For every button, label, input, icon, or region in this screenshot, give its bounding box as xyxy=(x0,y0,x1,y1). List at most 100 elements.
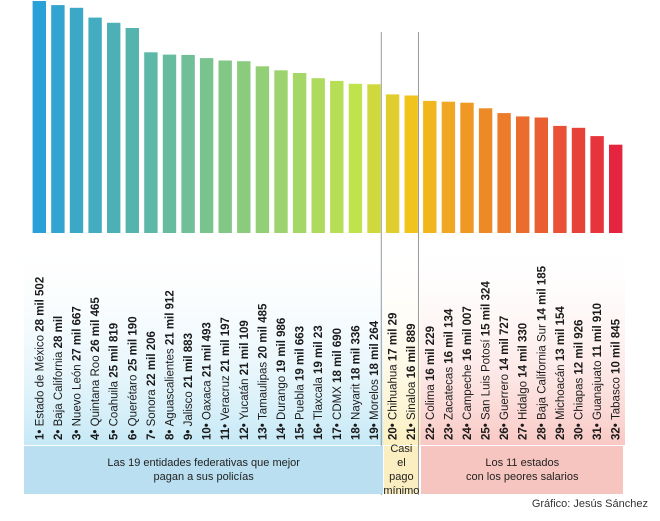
bar-rank: 9• xyxy=(183,426,195,440)
bar-state-name: Veracruz xyxy=(220,372,232,421)
bar-amount: 18 mil 690 xyxy=(332,328,344,383)
bar-1 xyxy=(32,1,46,233)
bar-label-15: 15• Puebla 19 mil 663 xyxy=(295,326,307,440)
bar-amount: 16 mil 889 xyxy=(406,323,418,378)
bar-label-22: 22• Colima 16 mil 229 xyxy=(425,326,437,440)
bar-3 xyxy=(69,7,84,233)
bar-state-name: Chiapas xyxy=(574,375,586,420)
bar-label-14: 14• Durango 19 mil 986 xyxy=(276,318,288,440)
bar-state-name: Chihuahua xyxy=(388,361,400,420)
bar-18 xyxy=(348,83,363,233)
bar-label-21: 21• Sinaloa 16 mil 889 xyxy=(406,323,418,440)
bar-state-name: Nayarit xyxy=(350,380,362,420)
bar-amount: 28 mil xyxy=(53,316,65,349)
bar-state-name: Estado de México xyxy=(34,332,46,427)
group-label-2: Casi el pago mínimo xyxy=(383,443,420,497)
group-fade-panel xyxy=(24,240,384,445)
bar-rank: 23• xyxy=(443,420,455,440)
bar-state-name: Guerrero xyxy=(499,371,511,420)
bar-state-name: Jalisco xyxy=(183,388,195,426)
bar-rank: 13• xyxy=(257,420,269,440)
bar-amount: 19 mil 23 xyxy=(313,325,325,374)
bar-rank: 8• xyxy=(164,426,176,440)
bar-amount: 14 mil 330 xyxy=(518,323,530,378)
bar-22 xyxy=(423,100,437,234)
bar-label-4: 4• Quintana Roo 26 mil 465 xyxy=(90,297,102,440)
bar-rank: 12• xyxy=(239,420,251,440)
bar-rank: 17• xyxy=(332,420,344,440)
bar-label-18: 18• Nayarit 18 mil 336 xyxy=(350,325,362,440)
bar-6 xyxy=(125,28,139,233)
bar-label-29: 29• Michoacán 13 mil 154 xyxy=(555,306,567,440)
bar-state-name: Oaxaca xyxy=(202,377,214,420)
bar-9 xyxy=(181,54,195,234)
bar-state-name: Querétaro xyxy=(127,371,139,426)
bar-27 xyxy=(516,116,530,233)
bar-label-6: 6• Querétaro 25 mil 190 xyxy=(127,316,139,440)
bar-amount: 18 mil 264 xyxy=(369,320,381,376)
bar-amount: 12 mil 926 xyxy=(574,320,586,375)
bar-label-11: 11• Veracruz 21 mil 197 xyxy=(220,317,232,440)
bar-label-23: 23• Zacatecas 16 mil 134 xyxy=(443,308,455,440)
bar-state-name: Tabasco xyxy=(611,374,623,420)
bar-24 xyxy=(460,102,474,233)
bar-rank: 28• xyxy=(536,420,548,440)
bar-5 xyxy=(107,22,121,233)
bar-state-name: Baja California Sur xyxy=(536,321,548,420)
bar-state-name: Tamaulipas xyxy=(257,359,269,420)
bar-30 xyxy=(571,127,586,233)
bar-state-name: Morelos xyxy=(369,376,381,420)
bar-rank: 30• xyxy=(574,420,586,440)
bar-rank: 10• xyxy=(202,420,214,440)
bar-amount: 21 mil 493 xyxy=(202,322,214,377)
bar-label-7: 7• Sonora 22 mil 206 xyxy=(146,331,158,440)
bar-rank: 18• xyxy=(350,420,362,440)
bar-label-5: 5• Coahuila 25 mil 819 xyxy=(109,323,121,440)
group-fade-panel xyxy=(383,240,421,445)
bar-label-25: 25• San Luis Potosí 15 mil 324 xyxy=(481,281,493,440)
bar-amount: 13 mil 154 xyxy=(555,306,567,362)
group-label-3: Los 11 estados con los peores salarios xyxy=(421,446,623,494)
bar-26 xyxy=(497,113,511,233)
bar-state-name: Aguascalientes xyxy=(164,345,176,426)
bar-amount: 16 mil 229 xyxy=(425,326,437,381)
bar-label-26: 26• Guerrero 14 mil 727 xyxy=(499,316,511,440)
bar-rank: 15• xyxy=(295,420,307,440)
bar-label-10: 10• Oaxaca 21 mil 493 xyxy=(202,322,214,440)
bar-amount: 25 mil 190 xyxy=(127,316,139,371)
bar-31 xyxy=(590,136,604,233)
bar-rank: 25• xyxy=(481,420,493,440)
bar-state-name: Nuevo León xyxy=(71,361,83,426)
bar-7 xyxy=(144,52,158,233)
bar-label-17: 17• CDMX 18 mil 690 xyxy=(332,328,344,440)
bar-label-28: 28• Baja California Sur 14 mil 185 xyxy=(536,265,548,440)
bar-label-1: 1• Estado de México 28 mil 502 xyxy=(34,277,46,440)
bar-11 xyxy=(218,60,232,233)
bar-label-32: 32• Tabasco 10 mil 845 xyxy=(611,318,623,440)
bar-rank: 32• xyxy=(611,420,623,440)
bar-amount: 17 mil 29 xyxy=(388,313,400,362)
bar-state-name: Michoacán xyxy=(555,361,567,420)
bar-rank: 16• xyxy=(313,420,325,440)
bar-amount: 26 mil 465 xyxy=(90,297,102,353)
bar-amount: 20 mil 485 xyxy=(257,303,269,359)
bar-state-name: CDMX xyxy=(332,383,344,420)
bar-amount: 28 mil 502 xyxy=(34,277,46,332)
bar-state-name: Campeche xyxy=(462,361,474,420)
bar-19 xyxy=(367,84,381,233)
bar-label-20: 20• Chihuahua 17 mil 29 xyxy=(388,313,400,440)
bar-amount: 27 mil 667 xyxy=(71,306,83,361)
bar-label-27: 27• Hidalgo 14 mil 330 xyxy=(518,323,530,440)
bar-label-16: 16• Tlaxcala 19 mil 23 xyxy=(313,325,325,440)
bar-amount: 25 mil 819 xyxy=(109,323,121,378)
bar-12 xyxy=(237,61,251,234)
bar-amount: 16 mil 007 xyxy=(462,306,474,361)
bar-amount: 18 mil 336 xyxy=(350,325,362,380)
bar-state-name: Colima xyxy=(425,381,437,420)
bar-label-24: 24• Campeche 16 mil 007 xyxy=(462,306,474,440)
bar-rank: 11• xyxy=(220,421,232,440)
bar-rank: 27• xyxy=(518,420,530,440)
bar-rank: 21• xyxy=(406,420,418,440)
bar-label-3: 3• Nuevo León 27 mil 667 xyxy=(71,306,83,440)
